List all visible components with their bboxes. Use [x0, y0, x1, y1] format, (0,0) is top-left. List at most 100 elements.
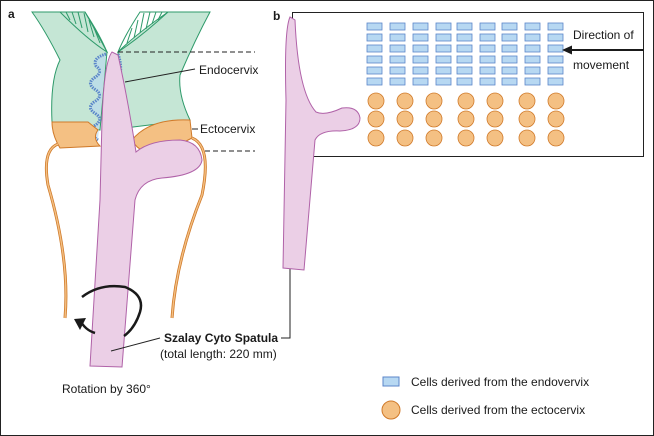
- endocervical-cell: [366, 66, 383, 75]
- endocervix-label: Endocervix: [199, 63, 258, 77]
- endocervical-cell: [456, 77, 473, 86]
- endocervical-cell: [547, 55, 564, 64]
- endocervical-cell: [366, 55, 383, 64]
- endocervical-cell: [412, 77, 429, 86]
- endocervical-cell: [524, 22, 541, 31]
- endocervical-cell: [456, 22, 473, 31]
- ectocervical-cell: [486, 110, 504, 128]
- ectocervical-cell: [396, 92, 414, 110]
- endocervical-cell: [524, 33, 541, 42]
- ectocervical-cell: [518, 129, 536, 147]
- ectocervical-cell: [457, 92, 475, 110]
- hatching: [65, 11, 163, 44]
- endocervical-cell: [389, 44, 406, 53]
- ectocervical-cell: [425, 92, 443, 110]
- endocervical-cell: [501, 55, 518, 64]
- ectocervical-cell: [396, 129, 414, 147]
- endocervical-cell: [479, 66, 496, 75]
- ectocervical-cell: [547, 110, 565, 128]
- endocervical-cell: [412, 44, 429, 53]
- endocervical-cell: [435, 22, 452, 31]
- spatula-leader-a: [110, 337, 161, 352]
- ectocervical-cells: [367, 92, 565, 147]
- endocervical-cell: [547, 77, 564, 86]
- ectocervical-cell: [457, 110, 475, 128]
- ectocervical-cell: [486, 129, 504, 147]
- endocervical-cell: [389, 33, 406, 42]
- endocervical-cell: [501, 66, 518, 75]
- endocervix-leader: [124, 68, 196, 83]
- endocervical-cell: [501, 33, 518, 42]
- legend-endo-label: Cells derived from the endovervix: [411, 375, 589, 389]
- endocervical-cell: [435, 77, 452, 86]
- left-ectocervix: [51, 121, 102, 149]
- left-endocervical-crypts: [89, 52, 107, 142]
- endocervical-cell: [547, 33, 564, 42]
- panel-b-label: b: [273, 9, 280, 23]
- ectocervical-cell: [396, 110, 414, 128]
- left-hatched-epithelium: [58, 11, 109, 54]
- direction-arrow-icon: [562, 45, 644, 55]
- endocervical-cell: [435, 66, 452, 75]
- rotation-arrow-icon: [74, 284, 143, 338]
- endocervical-cell: [501, 22, 518, 31]
- endocervical-cell: [366, 33, 383, 42]
- spatula-b: [282, 16, 361, 271]
- legend-endo-swatch: [382, 376, 400, 387]
- endocervical-cell: [435, 44, 452, 53]
- endocervical-cell: [412, 33, 429, 42]
- legend-ecto-label: Cells derived from the ectocervix: [411, 403, 585, 417]
- direction-label-line1: Direction of: [573, 28, 634, 42]
- endocervical-cell: [501, 77, 518, 86]
- endocervical-cells: [366, 22, 564, 86]
- legend-ecto-swatch: [381, 400, 401, 420]
- endocervical-cell: [479, 44, 496, 53]
- endocervical-cell: [524, 44, 541, 53]
- ectocervical-cell: [518, 92, 536, 110]
- endocervical-cell: [456, 66, 473, 75]
- ectocervical-cell: [367, 110, 385, 128]
- spatula-a: [89, 51, 203, 368]
- endocervical-cell: [389, 55, 406, 64]
- left-stroma: [31, 11, 108, 131]
- endocervical-cell: [366, 44, 383, 53]
- ectocervix-label: Ectocervix: [200, 122, 255, 136]
- endocervical-cell: [547, 22, 564, 31]
- ectocervical-cell: [547, 129, 565, 147]
- endocervical-cell: [412, 66, 429, 75]
- ectocervical-cell: [547, 92, 565, 110]
- endocervical-cell: [389, 66, 406, 75]
- rotation-label: Rotation by 360°: [62, 382, 151, 396]
- panel-a-label: a: [8, 7, 15, 21]
- direction-label-line2: movement: [573, 58, 630, 72]
- right-stroma: [117, 11, 211, 129]
- ectocervical-cell: [425, 110, 443, 128]
- endocervical-cell: [456, 44, 473, 53]
- spatula-name: Szalay Cyto Spatula: [164, 331, 278, 345]
- endocervical-cell: [389, 22, 406, 31]
- ectocervical-cell: [486, 92, 504, 110]
- endocervical-cell: [389, 77, 406, 86]
- endocervical-cell: [456, 33, 473, 42]
- right-vaginal-wall-fill: [171, 137, 207, 319]
- endocervical-cell: [524, 77, 541, 86]
- ectocervical-cell: [367, 129, 385, 147]
- ectocervical-cell: [457, 129, 475, 147]
- endocervical-cell: [435, 33, 452, 42]
- endocervical-cell: [366, 77, 383, 86]
- endocervical-cell: [479, 55, 496, 64]
- spatula-leader-b: [281, 262, 291, 339]
- endocervical-cell: [479, 22, 496, 31]
- endocervical-cell: [456, 55, 473, 64]
- endocervical-cell: [479, 77, 496, 86]
- endocervical-cell: [501, 44, 518, 53]
- endocervical-cell: [524, 66, 541, 75]
- endocervical-cell: [412, 55, 429, 64]
- endocervical-cell: [412, 22, 429, 31]
- endocervical-cell: [524, 55, 541, 64]
- left-vaginal-wall-fill: [45, 143, 67, 319]
- endocervical-cell: [435, 55, 452, 64]
- spatula-length: (total length: 220 mm): [160, 347, 277, 361]
- endocervical-cell: [547, 66, 564, 75]
